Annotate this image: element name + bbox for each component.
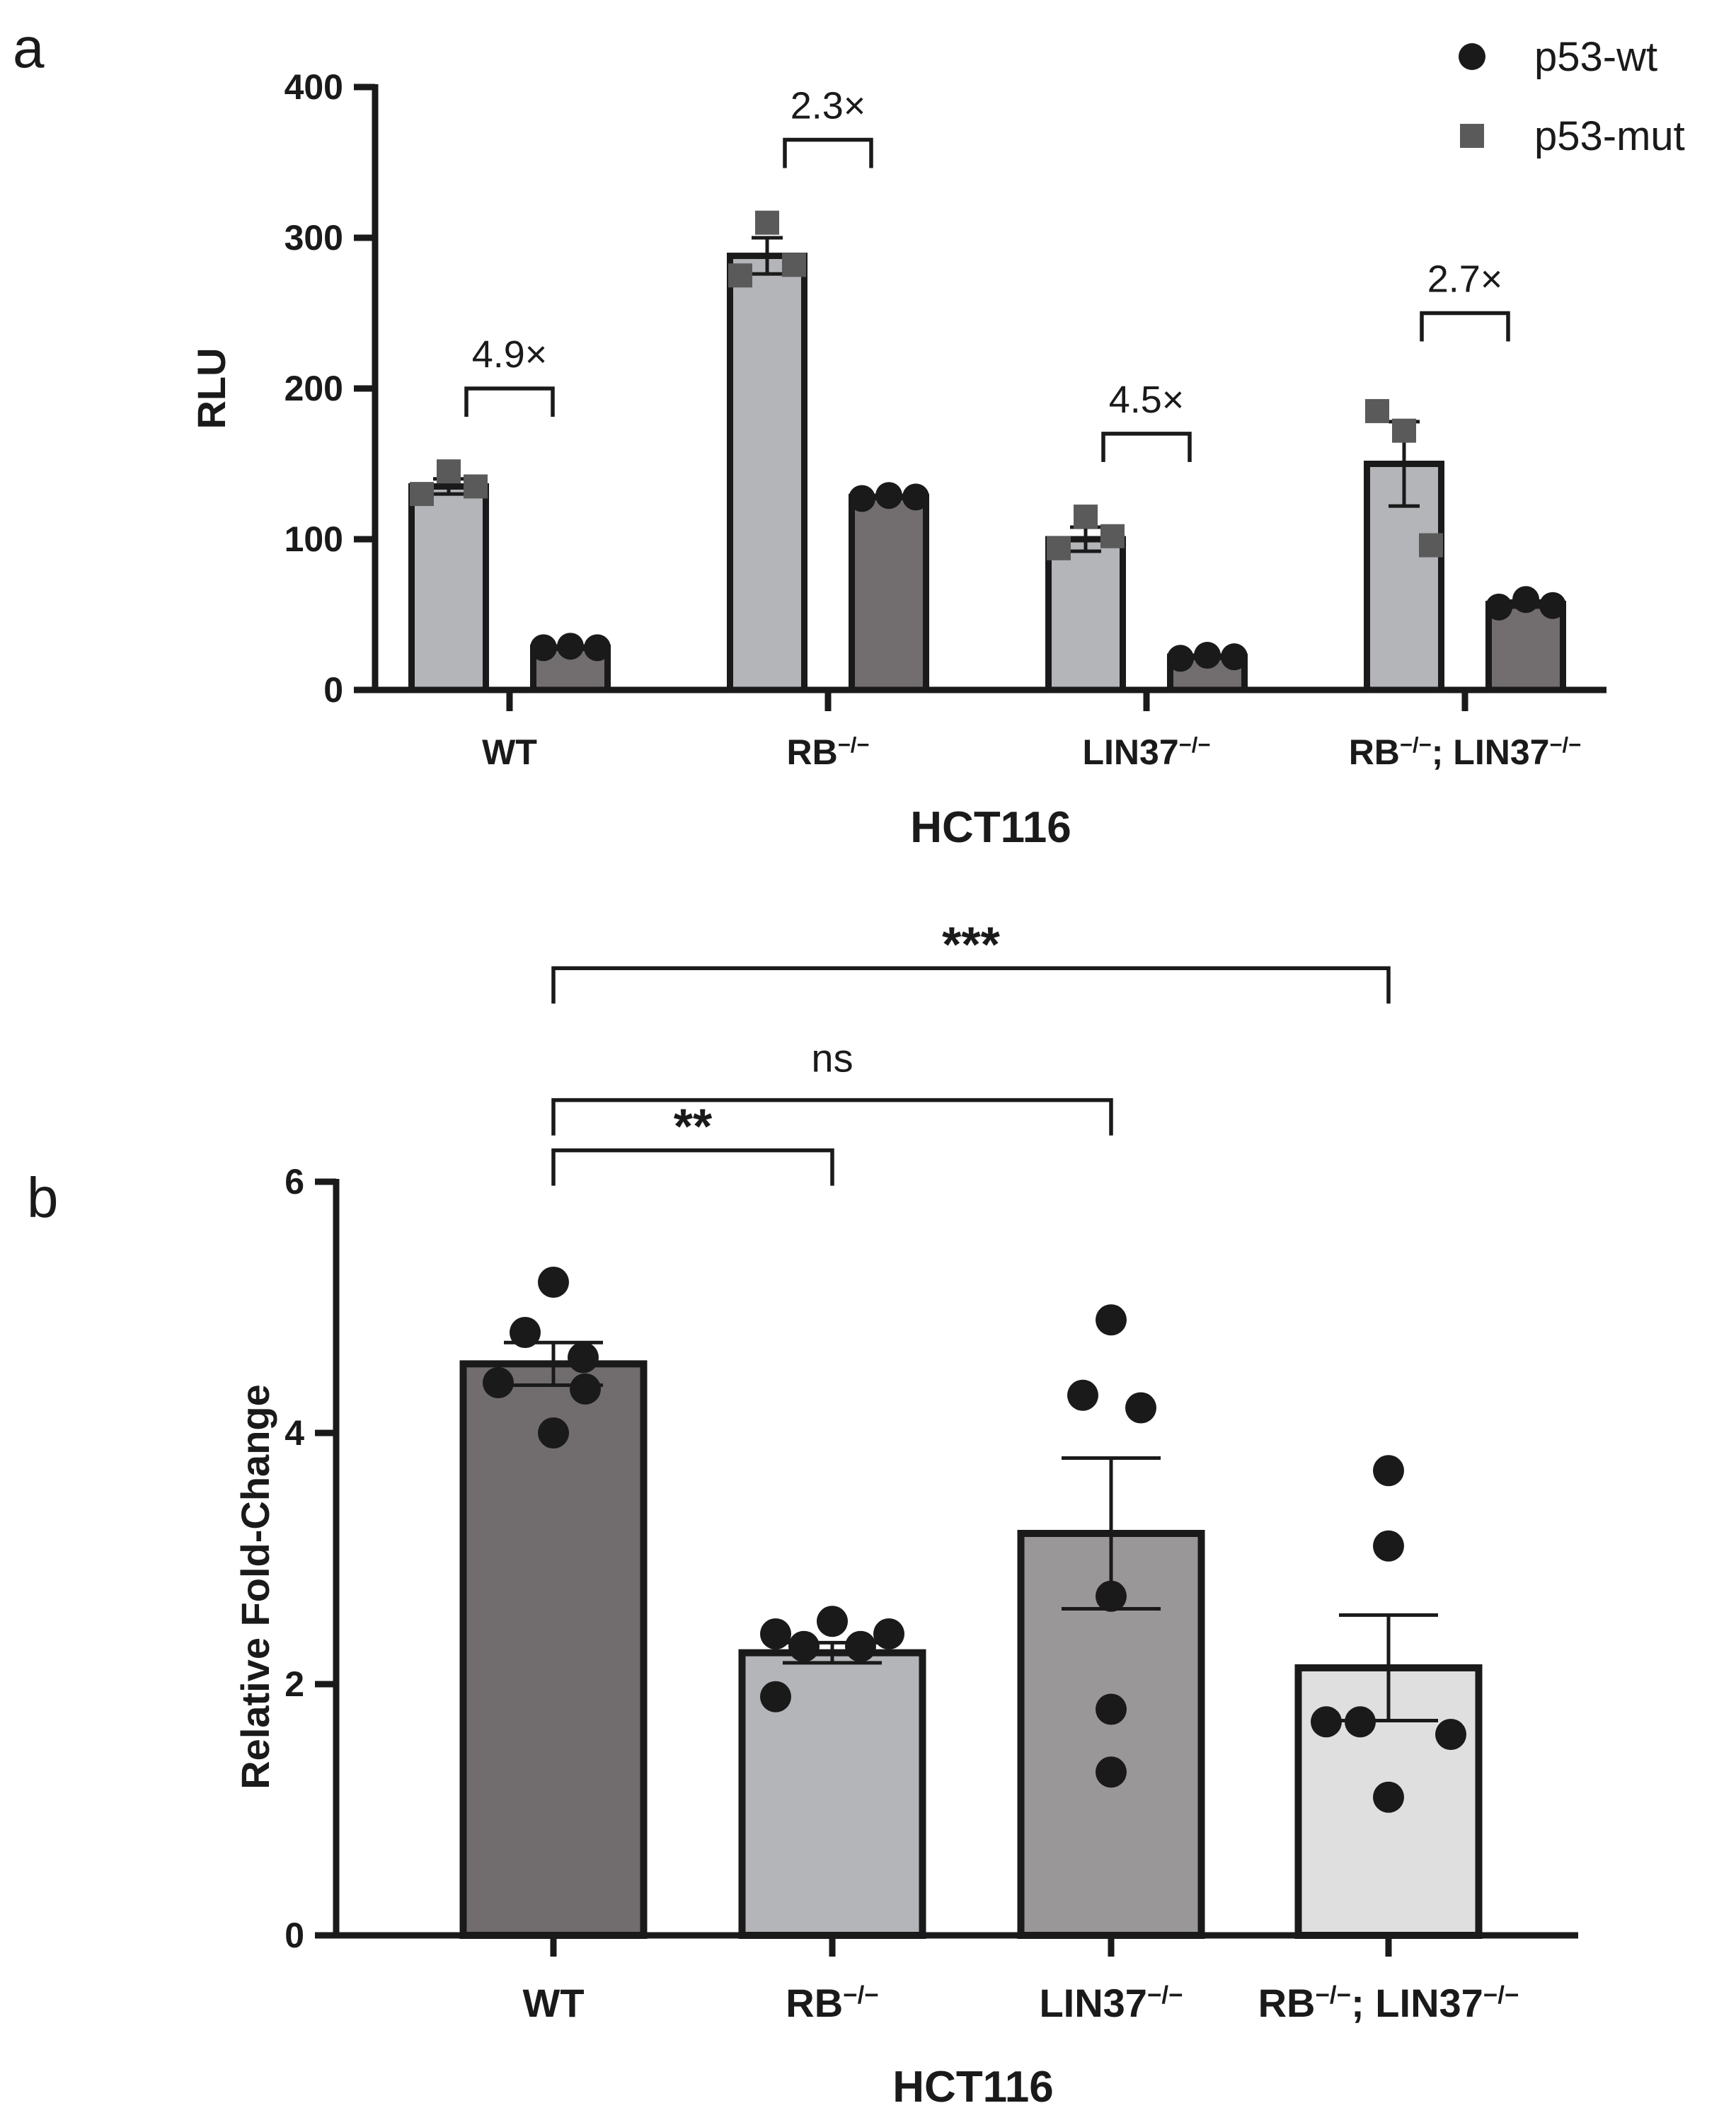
data-point-b (1311, 1706, 1342, 1738)
data-point-a-p53-wt (410, 482, 434, 507)
data-point-a-p53-mut (1221, 643, 1248, 671)
panel-label-b: b (27, 1166, 59, 1229)
data-point-b (1373, 1455, 1404, 1487)
y-tick-label-b: 6 (284, 1162, 304, 1202)
data-point-a-p53-mut (557, 633, 584, 660)
data-point-a-p53-wt (1392, 418, 1416, 443)
data-point-b (1435, 1719, 1466, 1750)
significance-label: ** (674, 1099, 713, 1154)
data-point-a-p53-wt (728, 263, 752, 288)
significance-bracket (551, 1148, 834, 1186)
x-axis-title-a: HCT116 (910, 803, 1071, 852)
x-tick-label-a: WT (482, 732, 537, 772)
legend-marker-p53-wt (1459, 43, 1485, 70)
data-point-b (568, 1342, 599, 1374)
data-point-a-p53-wt (437, 459, 461, 484)
significance-label: ns (811, 1036, 853, 1081)
data-point-a-p53-mut (1194, 642, 1221, 669)
fold-bracket-a (783, 137, 873, 168)
y-tick-label-b: 2 (284, 1664, 304, 1704)
data-point-b (845, 1630, 876, 1662)
significance-label: *** (942, 916, 1000, 972)
legend-label-p53-mut: p53-mut (1534, 113, 1685, 159)
y-tick-label-b: 0 (284, 1916, 304, 1955)
data-point-a-p53-mut (902, 483, 929, 511)
fold-bracket-a (464, 386, 555, 417)
significance-bracket (551, 966, 1391, 1004)
data-point-a-p53-wt (1074, 505, 1098, 529)
bar-a-p53-mut (849, 493, 929, 693)
fold-bracket-a (1420, 311, 1510, 342)
data-point-a-p53-wt (1100, 524, 1125, 548)
data-point-b (1096, 1580, 1127, 1612)
y-tick-label-b: 4 (284, 1413, 304, 1453)
x-tick-label-b: WT (522, 1981, 584, 2025)
x-tick-label-a: RB−/− (786, 732, 869, 773)
data-point-a-p53-wt (464, 474, 488, 499)
bar-a-p53-wt (727, 253, 807, 693)
y-tick-label-a: 300 (284, 218, 343, 258)
bar-b (459, 1360, 648, 1939)
significance-bracket (551, 1098, 1113, 1136)
x-tick-label-b: RB−/− (786, 1981, 879, 2025)
data-point-b (760, 1618, 791, 1649)
fold-change-label: 2.3× (791, 85, 866, 127)
data-point-b (1125, 1392, 1156, 1424)
y-axis-title-b: Relative Fold-Change (233, 1384, 277, 1790)
bar-a-p53-wt (1045, 536, 1126, 693)
data-point-a-p53-mut (530, 634, 557, 662)
legend-label-p53-wt: p53-wt (1534, 34, 1657, 80)
data-point-a-p53-wt (782, 253, 806, 277)
data-point-b (1067, 1379, 1098, 1411)
data-point-a-p53-wt (1419, 533, 1443, 558)
x-tick-label-b: LIN37−/− (1039, 1981, 1183, 2025)
data-point-a-p53-mut (1485, 593, 1512, 621)
data-point-b (538, 1267, 569, 1298)
data-point-a-p53-mut (584, 634, 611, 662)
data-point-b (1096, 1304, 1127, 1336)
y-tick-label-a: 200 (284, 369, 343, 408)
data-point-a-p53-mut (1167, 645, 1194, 672)
data-point-a-p53-wt (1047, 536, 1071, 560)
chart-a: 0 100 200 300 400 WT RB−/− LIN37−/− RB−/−; LIN37… (189, 34, 1685, 852)
data-point-b (873, 1618, 904, 1649)
chart-b: 0 2 4 6 WT RB−/− LIN37−/− RB−/−; LIN37−/− ** ns **… (233, 916, 1578, 2112)
legend-marker-p53-mut (1460, 124, 1484, 148)
fold-change-label: 2.7× (1427, 258, 1503, 301)
y-axis-title-a: RLU (189, 347, 234, 429)
data-point-b (483, 1367, 514, 1398)
x-tick-label-a: LIN37−/− (1083, 732, 1211, 773)
data-point-b (570, 1373, 601, 1405)
data-point-a-p53-wt (1365, 398, 1389, 423)
data-point-a-p53-mut (849, 485, 875, 512)
data-point-a-p53-mut (1512, 586, 1539, 614)
data-point-b (760, 1681, 791, 1712)
y-tick-label-a: 400 (284, 67, 343, 107)
data-point-a-p53-mut (875, 482, 902, 509)
y-tick-label-a: 0 (323, 670, 343, 710)
data-point-b (817, 1606, 848, 1637)
data-point-b (510, 1317, 541, 1348)
fold-change-label: 4.5× (1109, 379, 1185, 421)
y-tick-label-a: 100 (284, 519, 343, 559)
data-point-b (1096, 1756, 1127, 1788)
fold-bracket-a (1101, 432, 1192, 462)
data-point-b (1373, 1530, 1404, 1562)
data-point-b (1373, 1781, 1404, 1813)
data-point-a-p53-mut (1539, 592, 1566, 619)
x-axis-title-b: HCT116 (892, 2063, 1053, 2112)
bar-a-p53-wt (408, 483, 489, 693)
data-point-a-p53-wt (755, 210, 779, 235)
data-point-b (1345, 1706, 1376, 1738)
fold-change-label: 4.9× (472, 333, 548, 376)
x-tick-label-b: RB−/−; LIN37−/− (1258, 1981, 1519, 2025)
x-tick-label-a: RB−/−; LIN37−/− (1349, 732, 1582, 773)
panel-label-a: a (13, 16, 45, 79)
data-point-b (538, 1417, 569, 1449)
data-point-b (788, 1630, 820, 1662)
data-point-b (1096, 1693, 1127, 1725)
